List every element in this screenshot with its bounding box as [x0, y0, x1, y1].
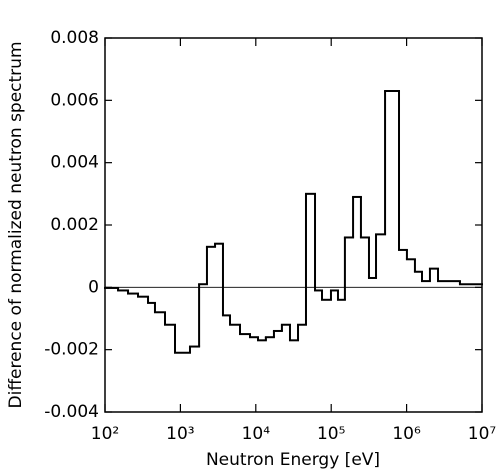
- y-tick-label: 0.006: [50, 90, 99, 110]
- x-tick-label: 10³: [166, 424, 194, 444]
- x-axis-label: Neutron Energy [eV]: [206, 450, 380, 470]
- x-tick-label: 10⁷: [468, 424, 497, 444]
- y-tick-label: -0.002: [44, 340, 99, 360]
- y-tick-label: -0.004: [44, 402, 99, 422]
- x-tick-label: 10⁶: [392, 424, 421, 444]
- x-tick-label: 10⁵: [317, 424, 345, 444]
- y-tick-label: 0.008: [50, 28, 99, 48]
- y-tick-label: 0.002: [50, 215, 99, 235]
- y-tick-label: 0.004: [50, 153, 99, 173]
- plot-frame: [104, 37, 483, 413]
- x-tick-label: 10²: [91, 424, 119, 444]
- x-tick-label: 10⁴: [242, 424, 271, 444]
- y-tick-label: 0: [88, 277, 99, 297]
- y-axis-label: Difference of normalized neutron spectru…: [6, 41, 26, 408]
